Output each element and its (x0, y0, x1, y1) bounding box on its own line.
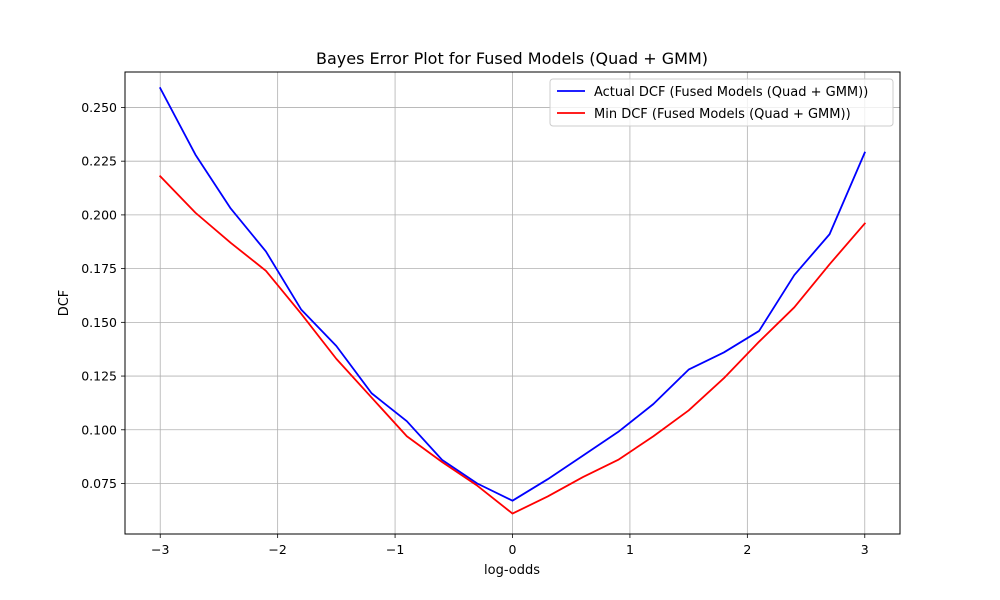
x-tick-label: 2 (743, 542, 751, 557)
series-line-min-dcf (158, 174, 867, 515)
x-tick-label: 1 (626, 542, 634, 557)
x-tick-label: 0 (509, 542, 517, 557)
legend-box (549, 78, 894, 127)
series-layer (158, 86, 867, 515)
x-ticks: −3 −2 −1 0 1 2 3 (151, 534, 869, 557)
y-tick-label: 0.075 (81, 476, 117, 491)
y-tick-label: 0.100 (81, 422, 117, 437)
y-axis-label: DCF (57, 290, 72, 317)
y-ticks: 0.075 0.100 0.125 0.150 0.175 0.200 0.225 0.250 (81, 100, 125, 491)
x-tick-label: 3 (861, 542, 869, 557)
legend-label-actual-dcf: Actual DCF (Fused Models (Quad + GMM)) (594, 85, 868, 100)
y-tick-label: 0.250 (81, 100, 117, 115)
y-tick-label: 0.125 (81, 369, 117, 384)
x-tick-label: −2 (268, 542, 286, 557)
chart-title: Bayes Error Plot for Fused Models (Quad … (316, 49, 708, 68)
legend: Actual DCF (Fused Models (Quad + GMM)) M… (549, 78, 894, 127)
x-tick-label: −3 (151, 542, 169, 557)
x-tick-label: −1 (386, 542, 404, 557)
y-tick-label: 0.175 (81, 261, 117, 276)
x-axis-label: log-odds (484, 563, 540, 578)
legend-label-min-dcf: Min DCF (Fused Models (Quad + GMM)) (594, 107, 851, 122)
grid (125, 72, 900, 534)
y-tick-label: 0.225 (81, 154, 117, 169)
y-tick-label: 0.200 (81, 207, 117, 222)
y-tick-label: 0.150 (81, 315, 117, 330)
series-line-actual-dcf (159, 86, 866, 502)
